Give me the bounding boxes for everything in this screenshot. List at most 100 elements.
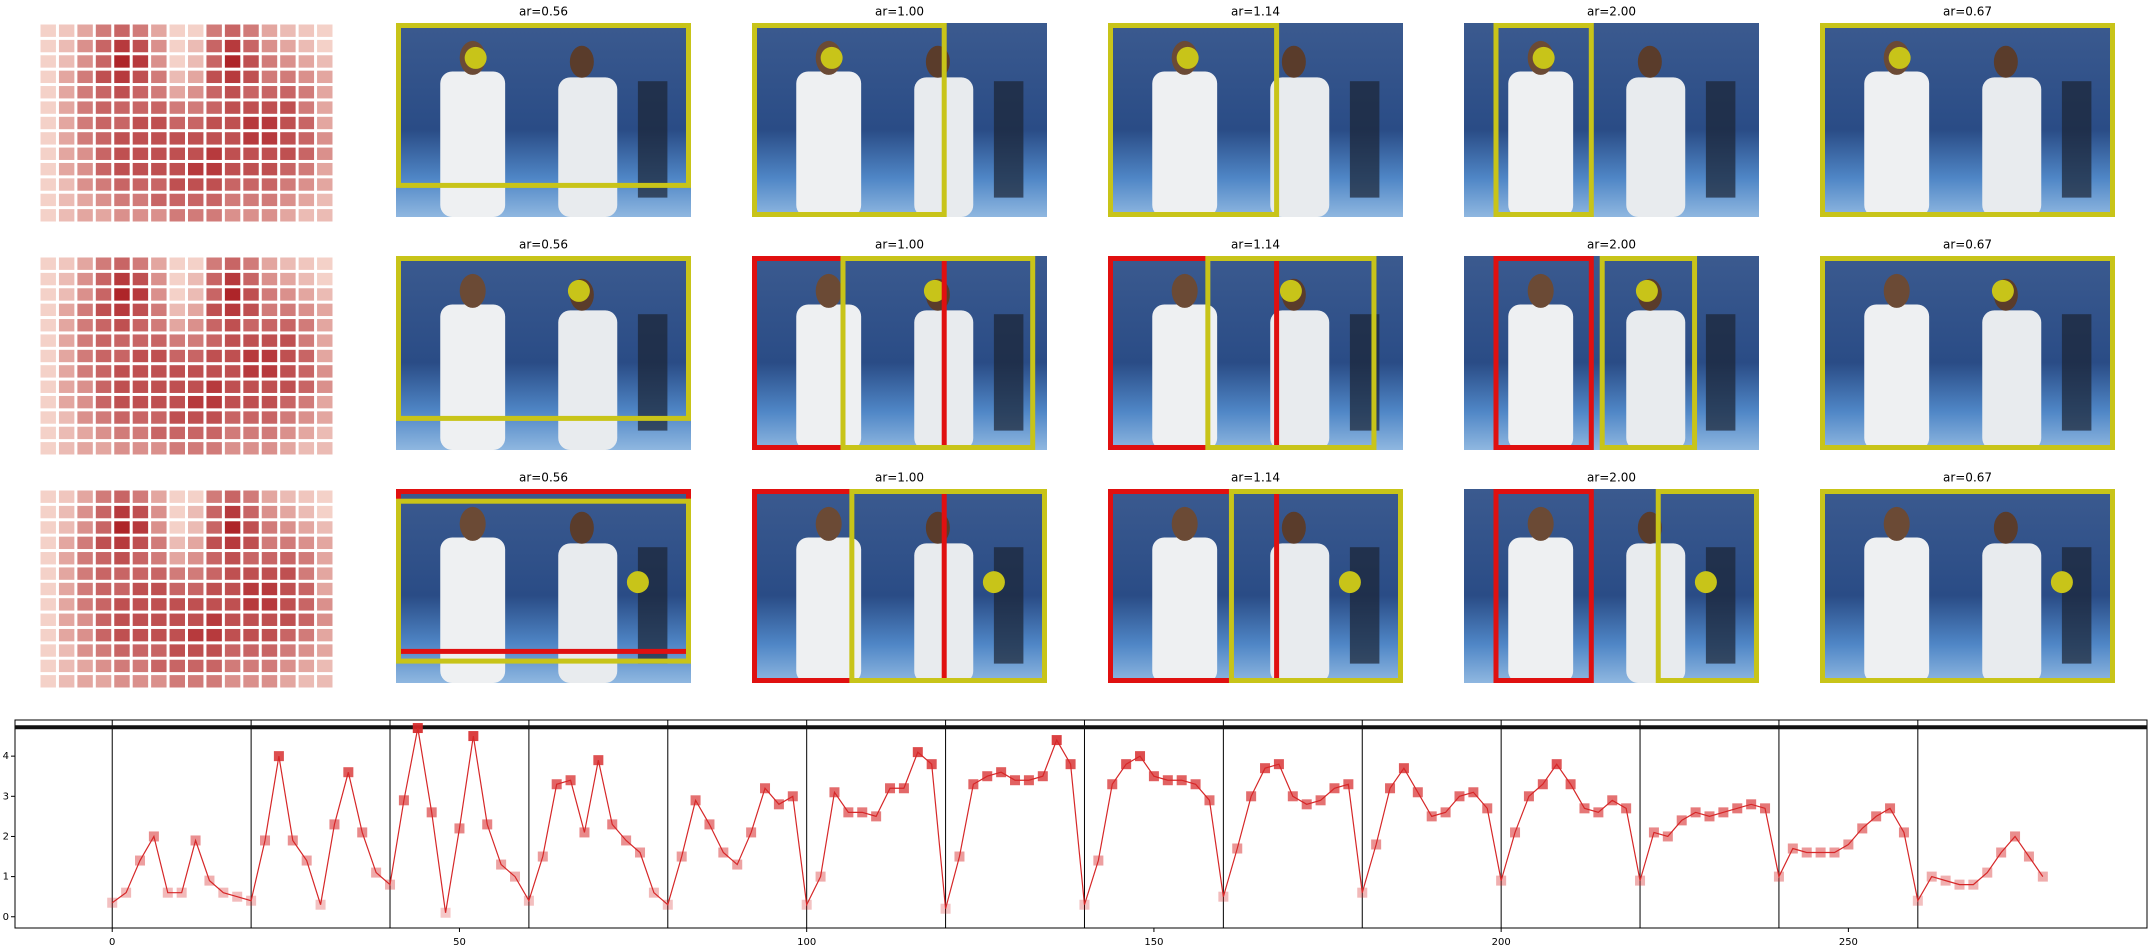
point — [1426, 811, 1437, 822]
heatmap-cell — [151, 552, 167, 565]
heatmap-cell — [243, 490, 259, 503]
marker-dot — [464, 46, 487, 69]
box — [1493, 23, 1594, 217]
heatmap-cell — [58, 598, 75, 611]
heatmap-cell — [298, 536, 315, 550]
heatmap-cell — [261, 349, 278, 363]
head — [459, 506, 486, 541]
heatmap-cell — [151, 598, 167, 611]
heatmap-cell — [280, 659, 296, 673]
heatmap-cell — [280, 178, 296, 191]
heatmap-cell — [243, 411, 259, 424]
heatmap-cell — [58, 303, 75, 317]
heatmap-cell — [298, 39, 315, 53]
heatmap-cell — [298, 209, 315, 222]
heatmap-cell — [169, 675, 185, 688]
heatmap-cell — [243, 536, 259, 550]
heatmap-cell — [188, 567, 204, 580]
heatmap-cell — [317, 178, 333, 191]
heatmap-cell — [280, 505, 296, 519]
heatmap-cell — [132, 319, 149, 332]
heatmap-cell — [280, 319, 296, 332]
head — [1993, 511, 2018, 544]
point — [537, 851, 548, 862]
x-tick-label: 100 — [797, 937, 816, 948]
heatmap-cell — [317, 536, 333, 550]
point — [718, 847, 729, 858]
heatmap-cell — [224, 644, 241, 657]
y-tick-label: 0 — [3, 912, 9, 923]
point — [898, 783, 909, 794]
heatmap-cell — [243, 442, 259, 455]
heatmap-cell — [280, 55, 296, 68]
heatmap-cell — [206, 490, 222, 503]
heatmap-cell — [298, 628, 315, 642]
heatmap-cell — [317, 132, 333, 145]
point — [1260, 763, 1271, 774]
heatmap-cell — [261, 644, 278, 657]
heatmap-cell — [40, 613, 56, 626]
heatmap-cell — [261, 55, 278, 68]
heatmap-cell — [114, 209, 130, 222]
heatmap-cell — [188, 162, 204, 176]
heatmap-cell — [243, 147, 259, 160]
point — [1801, 847, 1812, 858]
heatmap-cell — [261, 426, 278, 440]
panel-title: ar=1.14 — [1231, 5, 1280, 19]
heatmap-cell — [40, 319, 56, 332]
heatmap-cell — [206, 521, 222, 534]
person — [1508, 71, 1574, 217]
heatmap-cell — [261, 209, 278, 222]
heatmap-cell — [151, 147, 167, 160]
heatmap-cell — [188, 411, 204, 424]
heatmap-cell — [114, 442, 130, 455]
heatmap-cell — [77, 365, 93, 378]
heatmap-cell — [280, 598, 296, 611]
panel-title: ar=2.00 — [1587, 5, 1636, 19]
heatmap-cell — [280, 272, 296, 286]
point — [579, 827, 590, 838]
point — [1385, 783, 1396, 794]
heatmap-cell — [243, 349, 259, 363]
heatmap-cell — [298, 303, 315, 317]
box — [1820, 256, 2115, 450]
heatmap-cell — [206, 505, 222, 519]
heatmap-cell — [40, 644, 56, 657]
heatmap-cell — [224, 411, 241, 424]
panel-title: ar=0.67 — [1943, 238, 1992, 252]
marker-dot — [1888, 46, 1911, 69]
heatmap-cell — [77, 39, 93, 53]
heatmap-cell — [40, 395, 56, 409]
heatmap-cell — [114, 39, 130, 53]
heatmap-cell — [243, 101, 259, 114]
heatmap-cell — [169, 193, 185, 207]
heatmap-cell — [169, 380, 185, 393]
head — [815, 273, 842, 308]
heatmap-cell — [206, 365, 222, 378]
point — [218, 887, 229, 898]
point — [482, 819, 493, 830]
heatmap-cell — [317, 582, 333, 596]
heatmap-cell — [280, 582, 296, 596]
heatmap-cell — [169, 426, 185, 440]
person — [1270, 77, 1330, 217]
point — [315, 899, 326, 910]
heatmap-cell — [206, 613, 222, 626]
point — [1940, 875, 1951, 886]
heatmap-cell — [261, 288, 278, 301]
heatmap-cell — [40, 598, 56, 611]
heatmap-cell — [224, 147, 241, 160]
heatmap-cell — [243, 116, 259, 130]
heatmap-cell — [95, 536, 112, 550]
point — [1510, 827, 1521, 838]
heatmap-cell — [95, 132, 112, 145]
heatmap-cell — [95, 209, 112, 222]
heatmap-cell — [280, 675, 296, 688]
heatmap-cell — [317, 598, 333, 611]
heatmap-cell — [114, 644, 130, 657]
heatmap-cell — [40, 178, 56, 191]
heatmap-cell — [114, 162, 130, 176]
heatmap-cell — [77, 116, 93, 130]
heatmap-cell — [40, 86, 56, 99]
heatmap-cell — [40, 39, 56, 53]
